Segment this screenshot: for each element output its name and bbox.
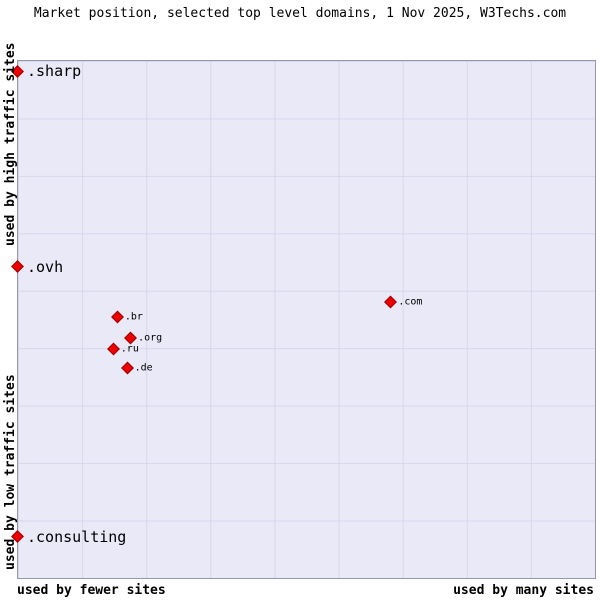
y-axis-label-high-traffic: used by high traffic sites xyxy=(3,42,18,247)
data-point-label: .com xyxy=(398,296,423,308)
data-point-label: .ru xyxy=(120,343,139,355)
x-axis-label-many-sites: used by many sites xyxy=(453,583,594,598)
data-point-sharp: .sharp xyxy=(11,62,82,81)
x-axis-label-fewer-sites: used by fewer sites xyxy=(17,583,166,598)
y-axis-label-low-traffic: used by low traffic sites xyxy=(3,374,18,570)
data-point-label: .ovh xyxy=(27,257,64,276)
data-point-org: .org xyxy=(124,331,163,344)
data-point-label: .br xyxy=(124,311,143,323)
data-point-ru: .ru xyxy=(106,342,139,356)
data-point-label: .sharp xyxy=(27,62,82,81)
chart-title: Market position, selected top level doma… xyxy=(33,6,567,21)
plot-area: .sharp .ovh .consulting .com .br .org .ru .de xyxy=(11,60,596,579)
data-point-label: .org xyxy=(138,332,163,344)
data-point-de: .de xyxy=(120,361,153,375)
data-point-br: .br xyxy=(110,310,143,324)
data-point-label: .de xyxy=(134,362,153,374)
data-point-consulting: .consulting xyxy=(11,527,127,546)
data-point-com: .com xyxy=(384,295,423,309)
diamond-marker-icon xyxy=(120,361,134,375)
diamond-marker-icon xyxy=(124,331,137,344)
data-point-label: .consulting xyxy=(27,527,127,546)
diamond-marker-icon xyxy=(106,342,120,356)
data-point-ovh: .ovh xyxy=(11,257,64,276)
diamond-marker-icon xyxy=(110,310,124,324)
diamond-marker-icon xyxy=(384,295,398,309)
diamond-marker-icon xyxy=(11,260,24,274)
